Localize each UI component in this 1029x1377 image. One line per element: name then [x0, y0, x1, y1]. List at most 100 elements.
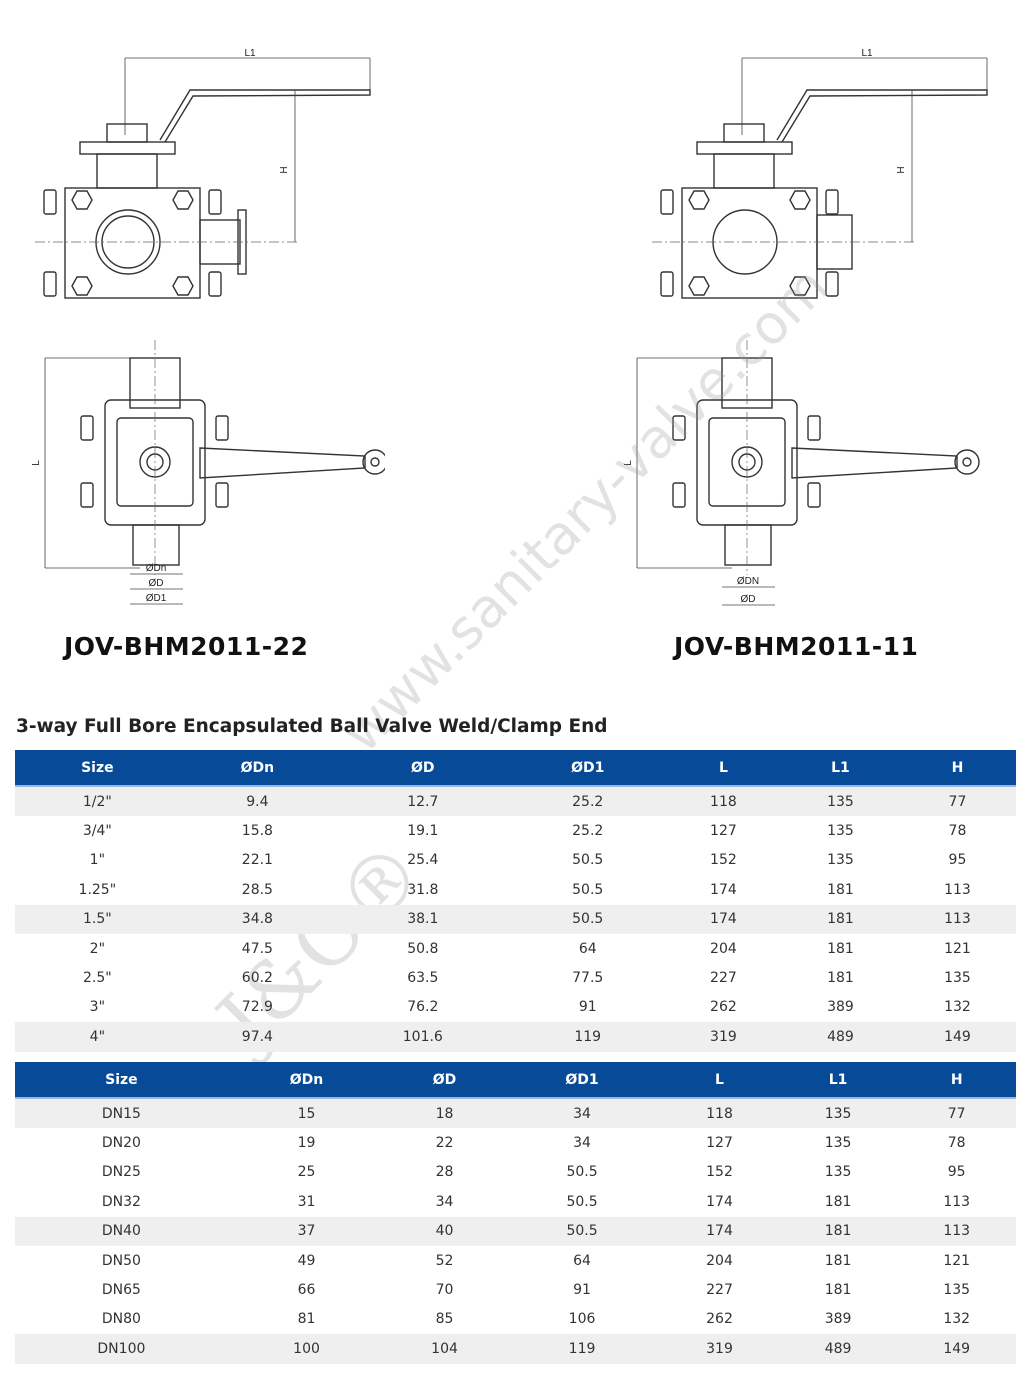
table-cell: 174 — [710, 881, 737, 898]
table-row: DN50 49 52 64 204 181 121 — [15, 1246, 1016, 1275]
bolt — [672, 482, 686, 508]
inch-size-table: Size ØDn ØD ØD1 L L1 H 1/2" 9.4 12.7 25.2 118 135 77 3… — [15, 750, 1016, 1052]
table-cell: 181 — [778, 1216, 898, 1246]
table-cell: 135 — [827, 823, 854, 840]
table-cell: 181 — [824, 1282, 852, 1299]
table-cell: 64 — [573, 1252, 591, 1269]
bolt — [43, 271, 57, 297]
table-cell: 28.5 — [241, 881, 273, 898]
dimension-label-dn: ØDN — [737, 576, 759, 587]
table-cell: 135 — [778, 1098, 898, 1129]
table-cell: 50.8 — [407, 940, 439, 957]
dimension-label-d: ØD — [741, 594, 756, 605]
column-header: ØD — [335, 750, 511, 787]
table-row: DN40 37 40 50.5 174 181 113 — [15, 1216, 1016, 1246]
table-cell: 77 — [898, 786, 1016, 817]
table-row: DN15 15 18 34 118 135 77 — [15, 1098, 1016, 1129]
table-cell: 489 — [781, 1022, 899, 1052]
side-view-drawing-22: L ØDn ØD ØD1 — [31, 340, 385, 605]
table-cell: 72.9 — [241, 999, 273, 1016]
table-cell: 118 — [664, 786, 782, 817]
column-header: Size — [15, 1062, 228, 1099]
table-row: 1.25" 28.5 31.8 50.5 174 181 113 — [15, 875, 1016, 904]
table-cell: 19 — [297, 1135, 316, 1152]
table-cell: 135 — [943, 1282, 971, 1299]
bottom-port — [724, 524, 772, 566]
column-header: H — [898, 750, 1016, 787]
table-cell: 127 — [710, 823, 737, 840]
table-cell: 3/4" — [82, 823, 112, 840]
model-name-22: JOV-BHM2011-22 — [64, 632, 309, 661]
table-cell: 106 — [568, 1311, 596, 1328]
table-cell: 2" — [89, 940, 106, 957]
table-cell: 52 — [435, 1252, 454, 1269]
table-cell: 132 — [944, 999, 971, 1016]
table-cell: 121 — [943, 1252, 971, 1269]
hex-bolt — [789, 190, 811, 210]
table-cell: 25.4 — [407, 852, 439, 869]
column-header: ØD1 — [503, 1062, 661, 1099]
table-cell: 152 — [706, 1164, 733, 1181]
column-header: L1 — [781, 750, 899, 787]
table-cell: 50.5 — [503, 1216, 661, 1246]
table-cell: 113 — [943, 1193, 971, 1210]
hex-bolt — [172, 190, 194, 210]
column-header: ØD1 — [510, 750, 665, 787]
table-cell: 50.5 — [566, 1164, 598, 1181]
table-cell: 119 — [510, 1022, 665, 1052]
table-cell: 60.2 — [241, 970, 273, 987]
yoke — [713, 153, 775, 189]
table-cell: 85 — [435, 1311, 454, 1328]
table-cell: 174 — [706, 1193, 733, 1210]
table-cell: 389 — [824, 1311, 852, 1328]
bolt — [208, 189, 222, 215]
table-cell: 38.1 — [335, 904, 511, 934]
table-cell: 31.8 — [407, 881, 439, 898]
table-cell: 113 — [898, 904, 1016, 934]
bolt — [672, 415, 686, 441]
model-name-11: JOV-BHM2011-11 — [674, 632, 919, 661]
hex-bolt — [688, 276, 710, 296]
bolt — [215, 482, 229, 508]
table-cell: 174 — [664, 904, 782, 934]
column-header: ØDn — [179, 750, 336, 787]
bolt — [660, 271, 674, 297]
bolt — [43, 189, 57, 215]
table-row: DN80 81 85 106 262 389 132 — [15, 1305, 1016, 1334]
table-cell: 113 — [944, 881, 971, 898]
table-header-row: Size ØDn ØD ØD1 L L1 H — [15, 1062, 1016, 1099]
table-cell: 77.5 — [572, 970, 604, 987]
table-cell: 9.4 — [179, 786, 336, 817]
table-cell: 152 — [710, 852, 737, 869]
dimension-label-d1: ØD1 — [146, 593, 167, 604]
column-header: H — [897, 1062, 1016, 1099]
table-cell: 95 — [948, 852, 967, 869]
table-cell: 181 — [824, 1193, 852, 1210]
table-cell: 37 — [227, 1216, 386, 1246]
table-cell: 149 — [898, 1022, 1016, 1052]
hex-bolt — [71, 190, 93, 210]
table-cell: 31 — [297, 1193, 316, 1210]
table-cell: 66 — [297, 1282, 316, 1299]
table-cell: 135 — [781, 786, 899, 817]
table-cell: 81 — [297, 1311, 316, 1328]
table-cell: 28 — [435, 1164, 454, 1181]
table-cell: DN50 — [101, 1252, 141, 1269]
column-header: L1 — [778, 1062, 898, 1099]
table-cell: 121 — [944, 940, 971, 957]
bolt — [208, 271, 222, 297]
table-cell: 34 — [503, 1098, 661, 1129]
column-header: ØD — [385, 1062, 504, 1099]
column-header: L — [664, 750, 782, 787]
table-cell: 135 — [824, 1135, 852, 1152]
table-cell: 1.25" — [78, 881, 117, 898]
table-cell: 181 — [824, 1252, 852, 1269]
table-cell: 91 — [573, 1282, 591, 1299]
table-cell: 135 — [827, 852, 854, 869]
table-cell: 15 — [227, 1098, 386, 1129]
table-cell: 181 — [781, 904, 899, 934]
hex-bolt — [789, 276, 811, 296]
table-cell: 25.2 — [572, 823, 604, 840]
table-cell: 149 — [897, 1334, 1016, 1364]
table-cell: 50.5 — [566, 1193, 598, 1210]
